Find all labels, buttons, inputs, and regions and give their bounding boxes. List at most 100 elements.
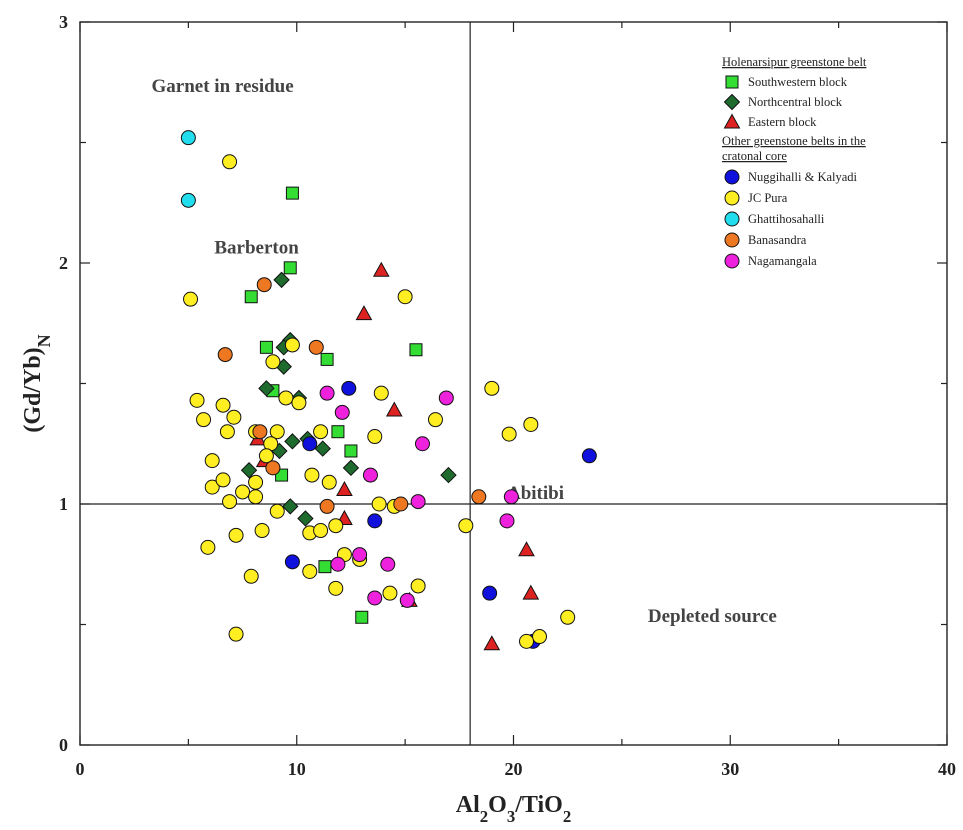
- data-point: [503, 489, 519, 505]
- legend-marker: [724, 211, 740, 227]
- data-point: [414, 436, 430, 452]
- data-point: [367, 429, 383, 445]
- data-points: [180, 130, 597, 651]
- data-point: [265, 460, 281, 476]
- data-point: [204, 479, 220, 495]
- data-point: [409, 343, 423, 357]
- y-tick-label: 2: [59, 253, 68, 273]
- series-jc-pura: [183, 154, 576, 649]
- data-point: [269, 424, 285, 440]
- data-point: [501, 426, 517, 442]
- data-point: [367, 513, 383, 529]
- y-tick-label: 1: [59, 494, 68, 514]
- data-point: [393, 496, 409, 512]
- x-tick-label: 0: [76, 759, 85, 779]
- data-point: [438, 390, 454, 406]
- data-point: [297, 510, 314, 527]
- data-point: [235, 484, 251, 500]
- legend-item-label: Nuggihalli & Kalyadi: [748, 170, 858, 184]
- data-point: [319, 498, 335, 514]
- data-point: [243, 568, 259, 584]
- data-point: [318, 560, 332, 574]
- data-point: [341, 380, 357, 396]
- data-point: [183, 291, 199, 307]
- data-point: [256, 277, 272, 293]
- y-tick-label: 3: [59, 12, 68, 32]
- reference-lines: [80, 22, 947, 745]
- data-point: [484, 380, 500, 396]
- data-point: [523, 416, 539, 432]
- legend-item-label: JC Pura: [748, 191, 788, 205]
- data-point: [259, 340, 273, 354]
- region-annotation: Depleted source: [648, 606, 777, 627]
- data-point: [328, 580, 344, 596]
- data-point: [328, 518, 344, 534]
- data-point: [284, 554, 300, 570]
- data-point: [285, 186, 299, 200]
- data-point: [196, 412, 212, 428]
- data-point: [519, 633, 535, 649]
- data-point: [215, 397, 231, 413]
- x-tick-label: 40: [938, 759, 956, 779]
- data-point: [385, 401, 403, 417]
- data-point: [410, 578, 426, 594]
- region-annotation: Garnet in residue: [152, 76, 294, 97]
- data-point: [330, 556, 346, 572]
- plot-area-border: [79, 21, 948, 746]
- data-point: [222, 154, 238, 170]
- region-annotations: Garnet in residue Barberton Abitibi Deplete…: [152, 76, 777, 627]
- data-point: [373, 385, 389, 401]
- y-axis-title: (Gd/Yb)N: [20, 334, 54, 432]
- data-point: [331, 425, 345, 439]
- data-point: [372, 261, 390, 277]
- data-point: [180, 192, 196, 208]
- data-point: [522, 584, 540, 600]
- data-point: [321, 474, 337, 490]
- data-point: [302, 563, 318, 579]
- data-point: [410, 494, 426, 510]
- data-point: [278, 390, 294, 406]
- data-point: [252, 424, 268, 440]
- data-point: [284, 337, 300, 353]
- data-point: [362, 467, 378, 483]
- data-point: [344, 444, 358, 458]
- series-ghattihosahalli: [180, 130, 196, 208]
- data-point: [200, 539, 216, 555]
- data-point: [282, 498, 299, 515]
- data-point: [355, 610, 369, 624]
- legend-item-label: Southwestern block: [748, 75, 848, 89]
- data-point: [283, 261, 297, 275]
- axis-titles: Al2O3/TiO2 (Gd/Yb)N: [20, 334, 571, 825]
- data-point: [258, 448, 274, 464]
- data-point: [355, 305, 373, 321]
- data-point: [258, 380, 275, 397]
- region-annotation: Barberton: [214, 237, 299, 258]
- legend-marker: [724, 232, 740, 248]
- data-point: [180, 130, 196, 146]
- axis-ticks: 0 10 20 30 40 0 1 2 3: [59, 12, 956, 779]
- legend-header: cratonal core: [722, 149, 787, 163]
- legend-marker: [724, 253, 740, 269]
- data-point: [302, 436, 318, 452]
- legend-item-label: Nagamangala: [748, 254, 817, 268]
- region-annotation: Abitibi: [507, 483, 564, 504]
- legend-item-label: Northcentral block: [748, 95, 843, 109]
- legend-item-label: Banasandra: [748, 233, 807, 247]
- data-point: [248, 474, 264, 490]
- legend-marker: [725, 75, 739, 89]
- data-point: [304, 467, 320, 483]
- data-point: [532, 629, 548, 645]
- legend-marker: [724, 190, 740, 206]
- data-point: [367, 590, 383, 606]
- data-point: [222, 494, 238, 510]
- data-point: [217, 347, 233, 363]
- legend-marker: [724, 169, 740, 185]
- data-point: [352, 547, 368, 563]
- data-point: [342, 459, 360, 477]
- data-point: [399, 592, 415, 608]
- data-point: [314, 440, 331, 457]
- data-point: [440, 466, 457, 484]
- series-nagamangala: [319, 385, 519, 608]
